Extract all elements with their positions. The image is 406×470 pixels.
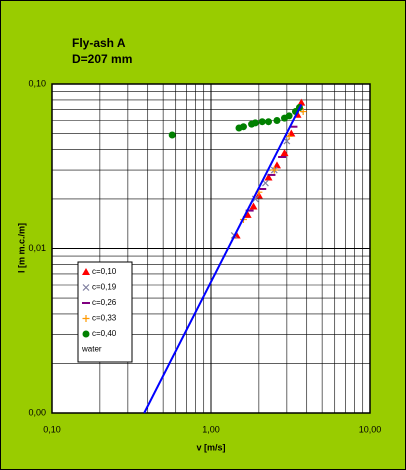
marker xyxy=(297,98,306,106)
marker xyxy=(285,132,293,140)
legend-label: c=0,26 xyxy=(92,298,117,307)
y-tick-label: 0,01 xyxy=(28,243,46,253)
legend-label: c=0,19 xyxy=(92,283,117,292)
x-tick-label: 1,00 xyxy=(202,424,220,434)
legend-label: water xyxy=(81,345,102,354)
marker xyxy=(168,131,176,139)
marker xyxy=(243,210,252,218)
y-tick-label: 0,10 xyxy=(28,78,46,88)
marker xyxy=(251,119,259,127)
y-tick-label: 0,00 xyxy=(28,407,46,417)
marker xyxy=(265,118,273,126)
chart-title: Fly-ash A xyxy=(72,36,126,50)
marker xyxy=(280,149,289,157)
marker xyxy=(273,116,281,124)
marker xyxy=(285,112,293,120)
marker xyxy=(299,108,307,116)
marker xyxy=(239,123,247,131)
marker xyxy=(272,161,281,169)
legend-marker xyxy=(82,268,90,275)
chart-subtitle: D=207 mm xyxy=(72,52,132,66)
x-axis-title: v [m/s] xyxy=(196,442,225,452)
line xyxy=(143,104,303,414)
y-axis-title: I [m m.c./m] xyxy=(16,223,26,273)
legend-marker xyxy=(82,284,90,291)
legend-box xyxy=(77,261,133,363)
legend-marker xyxy=(82,330,90,338)
marker xyxy=(249,202,258,210)
legend-label: c=0,40 xyxy=(92,329,117,338)
marker xyxy=(258,118,266,126)
x-tick-label: 0,10 xyxy=(43,424,61,434)
legend-marker xyxy=(82,315,90,322)
marker xyxy=(264,173,273,181)
legend-label: c=0,10 xyxy=(92,267,117,276)
legend-label: c=0,33 xyxy=(92,314,117,323)
plot-frame xyxy=(51,83,371,414)
marker xyxy=(270,166,278,174)
x-tick-label: 10,00 xyxy=(359,424,382,434)
